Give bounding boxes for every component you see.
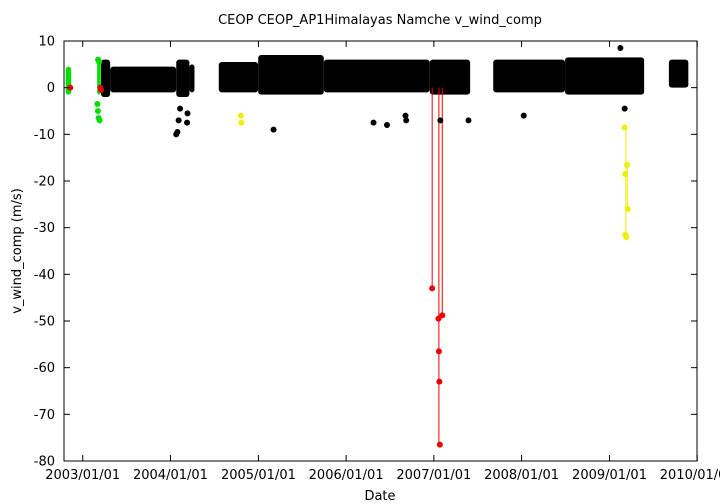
y-tick-label: -20 xyxy=(34,175,55,190)
x-tick-label: 2005/01/01 xyxy=(221,468,296,483)
black-data-point xyxy=(465,117,472,124)
black-data-point xyxy=(402,112,409,119)
x-tick-label: 2006/01/01 xyxy=(309,468,384,483)
x-tick-label: 2009/01/01 xyxy=(572,468,647,483)
y-tick-label: -50 xyxy=(34,315,55,330)
red-data-point xyxy=(98,87,105,93)
red-data-point xyxy=(435,348,442,355)
yellow-data-point xyxy=(622,171,629,177)
black-data-band xyxy=(429,59,471,95)
black-data-band xyxy=(189,64,195,93)
black-data-point xyxy=(383,122,390,128)
black-data-band xyxy=(258,55,324,95)
black-data-point xyxy=(370,119,377,126)
black-data-band xyxy=(565,57,645,95)
y-tick-label: -80 xyxy=(34,455,55,470)
x-tick-label: 2007/01/01 xyxy=(396,468,471,483)
y-tick-label: -60 xyxy=(34,361,55,376)
black-data-point xyxy=(184,110,191,117)
black-data-point xyxy=(520,112,527,119)
yellow-data-point xyxy=(238,119,245,126)
yellow-data-point xyxy=(621,124,628,131)
black-data-point xyxy=(617,45,624,51)
x-tick-label: 2003/01/01 xyxy=(45,468,120,483)
x-tick-label: 2010/01/01 xyxy=(660,468,720,483)
green-data-point xyxy=(95,56,102,63)
black-data-point xyxy=(403,117,410,124)
green-data-point xyxy=(94,108,101,114)
x-axis: 2003/01/01 2004/01/01 2005/01/01 2006/01/01… xyxy=(45,41,720,483)
black-data-band xyxy=(101,59,111,97)
yellow-data-point xyxy=(623,234,630,240)
chart-title: CEOP CEOP_AP1Himalayas Namche v_wind_com… xyxy=(218,13,542,28)
y-axis: 10 0 -10 -20 -30 -40 -50 -60 -70 -80 xyxy=(34,35,697,470)
y-tick-label: 10 xyxy=(38,35,55,50)
black-data-point xyxy=(175,117,182,124)
black-data-band xyxy=(176,59,190,97)
black-data-band xyxy=(110,66,177,93)
green-data-point xyxy=(94,101,101,107)
black-data-point xyxy=(270,126,277,133)
black-data-band xyxy=(218,62,259,93)
black-data-point xyxy=(621,105,628,112)
y-tick-label: 0 xyxy=(47,81,55,96)
y-tick-label: -30 xyxy=(34,221,55,236)
red-data-point xyxy=(436,378,443,385)
x-axis-label: Date xyxy=(364,489,395,504)
black-data-point xyxy=(174,129,181,135)
black-data-band xyxy=(668,59,689,88)
green-data-point xyxy=(96,117,103,124)
yellow-data-point xyxy=(237,112,244,119)
y-axis-label: v_wind_comp (m/s) xyxy=(10,188,25,314)
plot-marks xyxy=(65,45,689,448)
black-data-point xyxy=(437,117,444,124)
plot-frame xyxy=(63,40,698,462)
x-tick-label: 2008/01/01 xyxy=(484,468,559,483)
black-data-band xyxy=(323,59,430,93)
red-data-point xyxy=(436,441,443,448)
red-data-point xyxy=(67,84,74,91)
y-tick-label: -10 xyxy=(34,128,55,143)
x-tick-label: 2004/01/01 xyxy=(133,468,208,483)
yellow-data-point xyxy=(624,161,631,168)
red-data-point xyxy=(429,285,436,292)
red-data-point xyxy=(439,312,446,319)
black-data-point xyxy=(184,119,191,126)
y-tick-label: -40 xyxy=(34,268,55,283)
black-data-point xyxy=(177,105,184,112)
black-data-band xyxy=(493,59,566,93)
yellow-data-point xyxy=(624,206,631,212)
y-tick-label: -70 xyxy=(34,408,55,423)
